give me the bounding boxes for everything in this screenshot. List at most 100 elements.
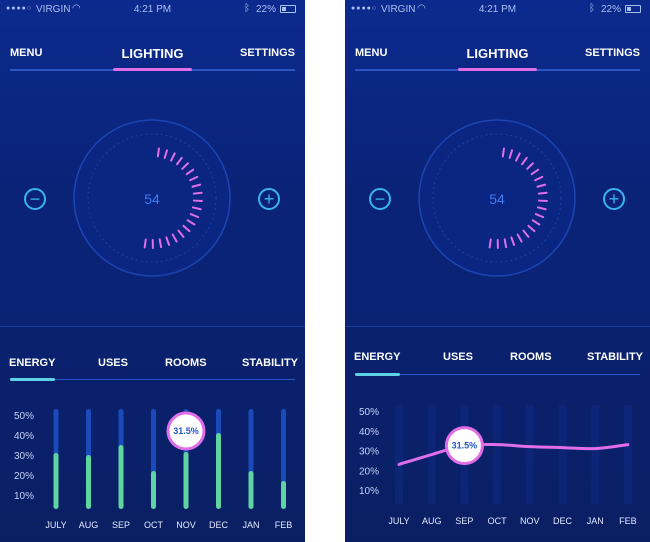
highlight-bubble[interactable] [444, 426, 484, 466]
dial-tick [191, 183, 202, 188]
status-bar: ●●●●○ VIRGIN ◠ 4:21 PM ᛒ 22% [345, 0, 650, 20]
bar[interactable] [248, 471, 254, 509]
y-tick-label: 10% [359, 486, 379, 497]
y-tick-label: 40% [359, 427, 379, 438]
top-nav: MENU LIGHTING SETTINGS [0, 40, 305, 74]
y-tick-label: 50% [14, 411, 34, 422]
tab-stability[interactable]: STABILITY [242, 357, 299, 369]
dial-tick [175, 156, 183, 166]
x-tick-label: FEB [275, 520, 293, 530]
column-track [591, 405, 600, 504]
y-tick-label: 20% [14, 471, 34, 482]
battery-icon [280, 5, 296, 13]
dial-tick [526, 162, 534, 170]
tab-stability[interactable]: STABILITY [587, 351, 644, 363]
y-tick-label: 50% [359, 407, 379, 418]
energy-line-chart: 50% 40% 30% 20% 10% JULY AUG SEP OCT NOV DEC JAN FEB… [359, 405, 637, 526]
tab-energy[interactable]: ENERGY [9, 357, 56, 369]
battery-icon [625, 5, 641, 13]
dial-value: 54 [489, 191, 505, 207]
dial-tick [530, 168, 540, 176]
x-tick-label: NOV [520, 516, 540, 526]
dial-tick [163, 149, 169, 159]
menu-button[interactable]: MENU [355, 47, 388, 59]
x-tick-label: SEP [455, 516, 473, 526]
column-track [623, 405, 632, 504]
x-tick-label: JAN [242, 520, 259, 530]
dial-tick [527, 224, 536, 233]
bar[interactable] [86, 455, 91, 509]
bluetooth-icon: ᛒ [244, 3, 250, 14]
signal-icon: ●●●●○ [351, 5, 378, 12]
dial-tick [181, 162, 189, 170]
y-tick-label: 30% [14, 451, 34, 462]
bar[interactable] [118, 445, 124, 509]
tab-lighting[interactable]: LIGHTING [466, 46, 529, 61]
column-track [525, 405, 534, 504]
y-tick-label: 20% [359, 466, 379, 477]
tab-energy[interactable]: ENERGY [354, 351, 401, 363]
status-bar: ●●●●○ VIRGIN ◠ 4:21 PM ᛒ 22% [0, 0, 305, 20]
wifi-icon: ◠ [417, 3, 426, 14]
dial-tick [534, 175, 544, 182]
bar[interactable] [183, 452, 189, 509]
tab-rooms[interactable]: ROOMS [165, 357, 207, 369]
carrier-label: VIRGIN [381, 4, 416, 15]
lighting-screen-line: ●●●●○ VIRGIN ◠ 4:21 PM ᛒ 22% MENU LIGHTI… [345, 0, 650, 542]
bar[interactable] [53, 453, 59, 509]
tabs-active-indicator [355, 373, 400, 376]
tab-rooms[interactable]: ROOMS [510, 351, 552, 363]
dial-tick [515, 152, 521, 162]
bar[interactable] [151, 471, 156, 509]
dial-tick [171, 233, 178, 243]
dial-tick [520, 156, 528, 166]
x-tick-label: DEC [553, 516, 573, 526]
settings-button[interactable]: SETTINGS [584, 47, 640, 59]
increase-button[interactable]: + [603, 188, 625, 210]
x-tick-label: DEC [209, 520, 229, 530]
brightness-dial[interactable]: 54 [72, 118, 232, 278]
menu-button[interactable]: MENU [10, 47, 43, 59]
dial-tick [510, 236, 516, 246]
carrier-label: VIRGIN [36, 4, 71, 15]
stats-panel: ENERGY USES ROOMS STABILITY 50% 40% 30% 20%… [345, 326, 650, 542]
dial-tick [143, 238, 147, 249]
x-tick-label: OCT [488, 516, 508, 526]
column-track [558, 405, 567, 504]
x-tick-label: FEB [619, 516, 637, 526]
dial-tick [534, 213, 545, 219]
tab-lighting[interactable]: LIGHTING [121, 46, 184, 61]
settings-button[interactable]: SETTINGS [239, 47, 295, 59]
dial-tick [488, 238, 492, 249]
y-tick-label: 30% [359, 447, 379, 458]
dial-tick [170, 152, 176, 162]
increase-button[interactable]: + [258, 188, 280, 210]
dial-tick [158, 238, 163, 249]
dial-tick [501, 147, 505, 158]
stats-tabs: ENERGY USES ROOMS STABILITY [0, 357, 305, 377]
x-tick-label: AUG [79, 520, 99, 530]
highlight-bubble[interactable] [166, 411, 206, 451]
column-track [395, 405, 403, 504]
x-tick-label: AUG [422, 516, 442, 526]
bar[interactable] [281, 481, 286, 509]
y-tick-label: 40% [14, 431, 34, 442]
tab-uses[interactable]: USES [98, 357, 128, 369]
x-tick-label: JAN [587, 516, 604, 526]
bar[interactable] [216, 433, 221, 509]
highlight-value: 31.5% [173, 426, 199, 436]
wifi-icon: ◠ [72, 3, 81, 14]
column-track [493, 405, 502, 504]
tab-uses[interactable]: USES [443, 351, 473, 363]
energy-bar-chart: 50% 40% 30% 20% 10% JULY AUG SEP OCT NOV DEC JAN FEB… [14, 409, 293, 530]
brightness-dial[interactable]: 54 [417, 118, 577, 278]
battery-percent: 22% [601, 4, 622, 15]
dial-tick [516, 233, 523, 243]
decrease-button[interactable]: − [369, 188, 391, 210]
decrease-button[interactable]: − [24, 188, 46, 210]
x-tick-label: SEP [112, 520, 130, 530]
dial-tick [536, 206, 547, 211]
tabs-divider [10, 379, 295, 380]
dial-tick [189, 175, 199, 182]
highlight-value: 31.5% [452, 441, 478, 451]
